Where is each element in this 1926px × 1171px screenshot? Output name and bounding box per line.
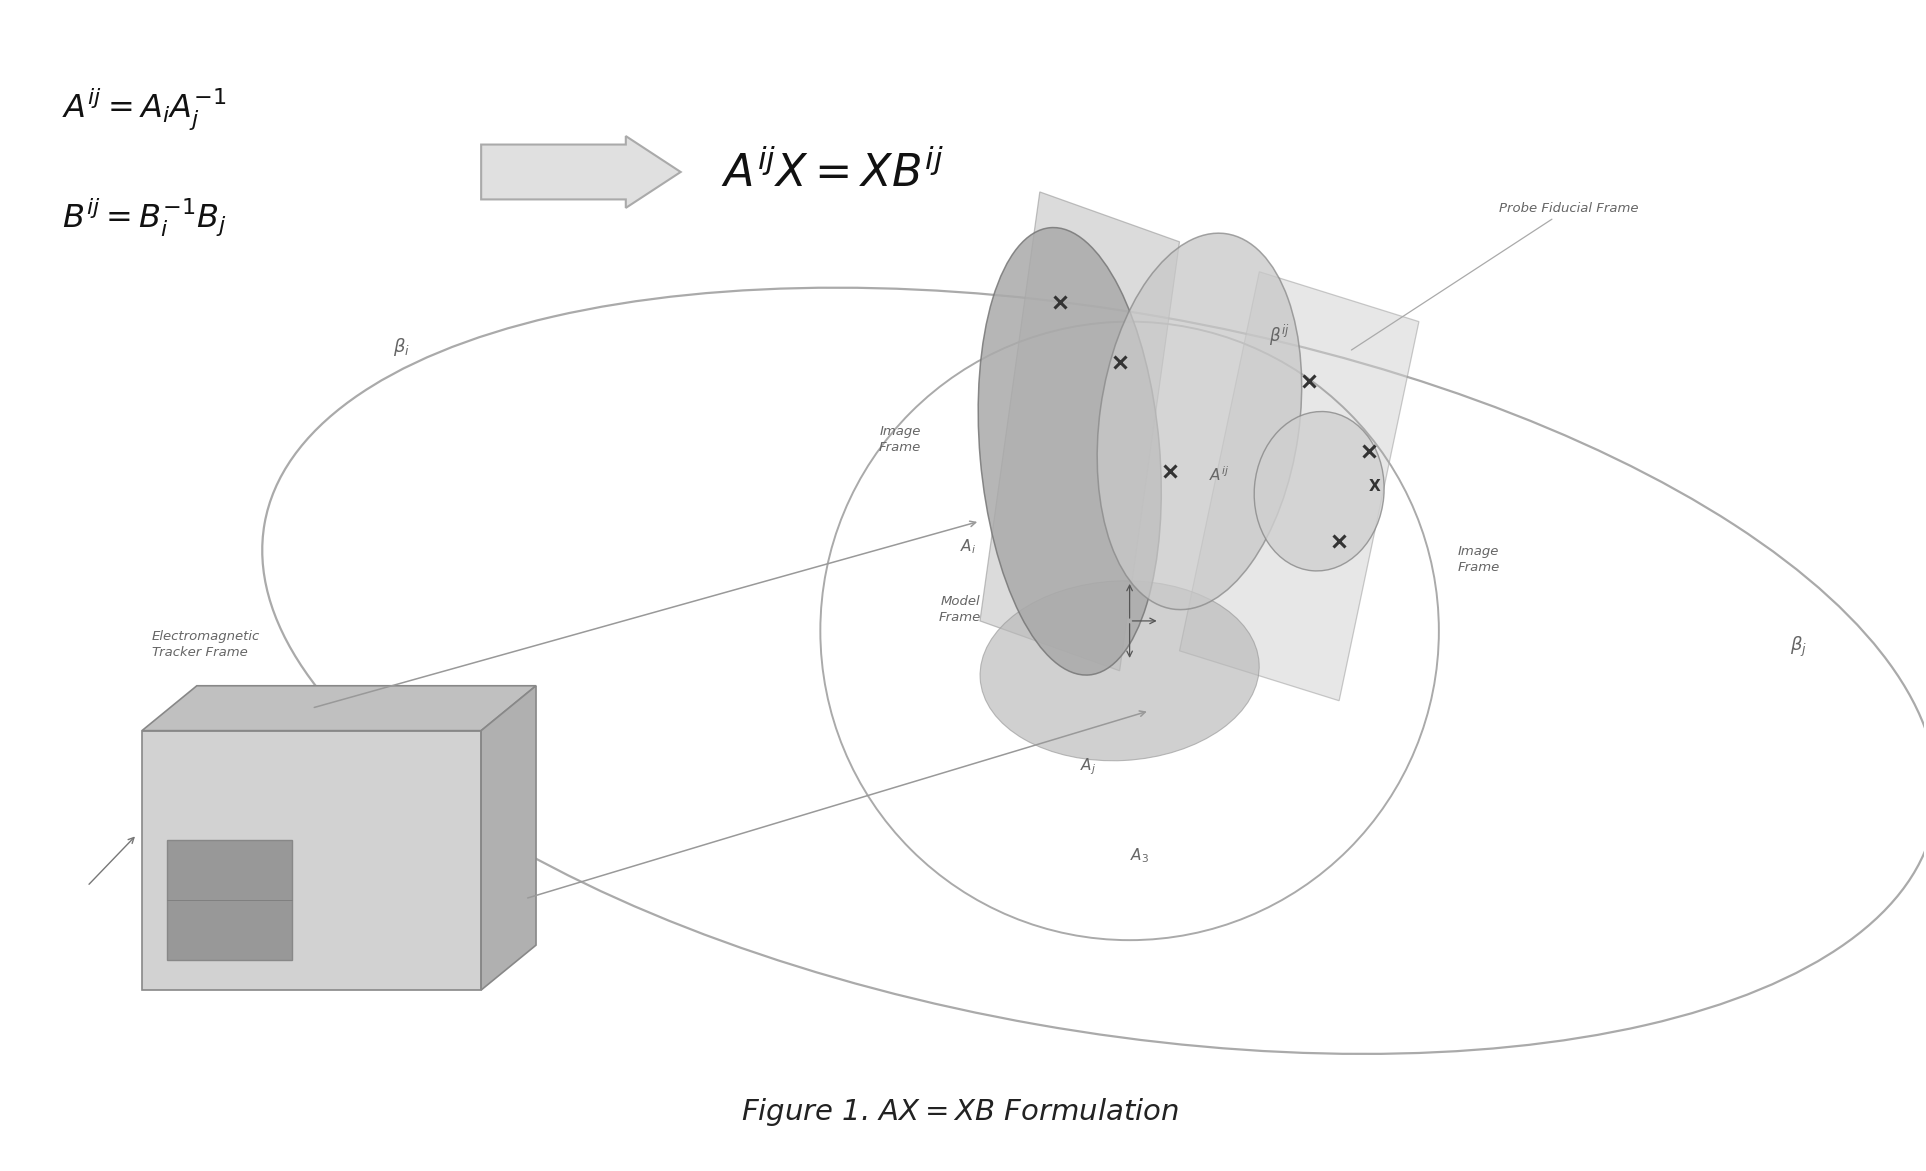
- FancyArrow shape: [482, 136, 680, 208]
- Polygon shape: [143, 731, 482, 989]
- Text: $A_j$: $A_j$: [1080, 756, 1096, 778]
- Ellipse shape: [1098, 233, 1302, 610]
- Text: Image
Frame: Image Frame: [878, 425, 921, 454]
- Ellipse shape: [1254, 411, 1385, 571]
- Polygon shape: [168, 841, 291, 960]
- Text: $A_i$: $A_i$: [959, 537, 976, 556]
- Text: $A^{ij} = A_iA_j^{-1}$: $A^{ij} = A_iA_j^{-1}$: [62, 87, 227, 132]
- Ellipse shape: [978, 227, 1161, 674]
- Text: $\mathit{\beta_j}$: $\mathit{\beta_j}$: [1789, 635, 1807, 659]
- Ellipse shape: [980, 581, 1260, 761]
- Text: Model
Frame: Model Frame: [938, 595, 980, 624]
- Text: Figure 1. $AX = XB$ Formulation: Figure 1. $AX = XB$ Formulation: [742, 1096, 1179, 1128]
- Polygon shape: [482, 686, 535, 989]
- Text: $A^{ij}X = XB^{ij}$: $A^{ij}X = XB^{ij}$: [720, 151, 944, 196]
- Text: Probe Fiducial Frame: Probe Fiducial Frame: [1352, 201, 1639, 350]
- Polygon shape: [1179, 272, 1419, 700]
- Text: X: X: [1369, 479, 1381, 494]
- Text: Electromagnetic
Tracker Frame: Electromagnetic Tracker Frame: [152, 630, 260, 659]
- Text: $A^{ij}$: $A^{ij}$: [1210, 466, 1229, 485]
- Text: $A_3$: $A_3$: [1131, 847, 1148, 865]
- Text: $\mathit{\beta_i}$: $\mathit{\beta_i}$: [393, 336, 410, 357]
- Polygon shape: [143, 686, 535, 731]
- Polygon shape: [980, 192, 1179, 671]
- Text: $B^{ij} = B_i^{-1}B_j$: $B^{ij} = B_i^{-1}B_j$: [62, 197, 227, 238]
- Text: Image
Frame: Image Frame: [1458, 545, 1500, 574]
- Text: $\mathit{\beta^{ij}}$: $\mathit{\beta^{ij}}$: [1269, 322, 1290, 348]
